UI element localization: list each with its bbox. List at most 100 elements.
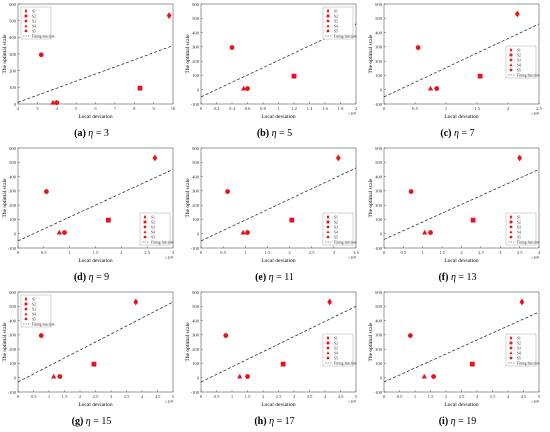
- legend-label: S3: [517, 346, 521, 350]
- y-tick-label: -100: [191, 246, 200, 251]
- x-tick-label: 2: [262, 394, 265, 399]
- caption-letter: (i): [438, 416, 449, 427]
- chart-panel: -100 0 100 200 300 400 500 600 0 0.5 1 1.5 2 2.5 3 3.5 4…: [366, 288, 549, 432]
- chart-panel: -100 0 100 200 300 400 500 600 0 0.2 0.4 0.6 0.8 1 1.2…: [183, 0, 366, 144]
- legend-label: Fitting function: [334, 240, 357, 244]
- x-tick-label: 1: [231, 394, 234, 399]
- legend-label: Fitting function: [334, 361, 357, 365]
- x-tick-label: 1: [414, 394, 417, 399]
- data-point-s3: [408, 189, 414, 194]
- legend-marker: [509, 336, 513, 340]
- y-tick-label: 400: [9, 318, 17, 323]
- legend-marker: [509, 53, 513, 57]
- legend-label: S1: [517, 336, 521, 340]
- y-tick-label: -100: [191, 102, 200, 107]
- data-point-s3: [229, 45, 235, 50]
- caption-eta-value: = 5: [276, 128, 293, 139]
- x-tick-label: 0.6: [245, 106, 251, 111]
- y-tick-label: 400: [9, 174, 17, 179]
- x-tick-label: 2.5: [144, 250, 150, 255]
- caption-eta-symbol: η: [88, 272, 94, 283]
- x-tick-label: 3.5: [517, 250, 523, 255]
- legend-label: S5: [334, 235, 338, 239]
- x-tick-label: 0: [200, 250, 203, 255]
- x-tick-label: 0: [383, 394, 386, 399]
- legend-label: S2: [517, 341, 521, 345]
- caption-eta-value: = 9: [93, 272, 110, 283]
- legend-marker: [24, 317, 28, 321]
- legend-label: S1: [334, 9, 338, 13]
- data-point-s3: [415, 45, 421, 50]
- legend-marker: [326, 225, 330, 229]
- legend-marker: [143, 230, 147, 234]
- y-tick-label: 600: [192, 2, 200, 7]
- legend-label: S3: [334, 19, 338, 23]
- legend-marker: [509, 235, 513, 239]
- x-tick-label: 1.2: [291, 106, 297, 111]
- caption-letter: (g): [71, 416, 84, 427]
- legend-label: S1: [517, 215, 521, 219]
- legend-marker: [326, 29, 330, 33]
- x-multiplier: ×10⁴: [348, 399, 357, 404]
- y-tick-label: 200: [192, 59, 200, 64]
- x-tick-label: 1.5: [62, 394, 68, 399]
- x-tick-label: 0: [17, 394, 20, 399]
- legend-label: S5: [517, 235, 521, 239]
- data-point-s3: [38, 333, 44, 338]
- legend-marker: [24, 19, 28, 23]
- x-tick-label: 3.5: [124, 394, 130, 399]
- x-tick-label: 2.5: [276, 394, 282, 399]
- data-point-s2: [291, 73, 297, 79]
- y-tick-label: 600: [9, 146, 17, 151]
- fitting-line: [201, 305, 356, 383]
- legend-label: S3: [32, 19, 36, 23]
- legend-label: S4: [517, 351, 521, 355]
- data-point-s5: [57, 374, 63, 379]
- x-tick-label: 1.5: [439, 250, 445, 255]
- legend-marker: [509, 230, 513, 234]
- caption-letter: (c): [440, 128, 452, 139]
- y-tick-label: 200: [375, 59, 383, 64]
- x-tick-label: 2: [17, 106, 20, 111]
- y-tick-label: -100: [374, 246, 383, 251]
- legend-marker: [326, 351, 330, 355]
- data-point-s5: [434, 86, 440, 91]
- x-tick-label: 3: [293, 394, 296, 399]
- y-tick-label: 600: [9, 2, 17, 7]
- x-tick-label: 0: [200, 394, 203, 399]
- x-tick-label: 3: [172, 250, 175, 255]
- x-tick-label: 3.5: [490, 394, 496, 399]
- legend-marker: [509, 68, 513, 72]
- legend-label: S1: [151, 215, 155, 219]
- y-tick-label: 0: [380, 376, 383, 381]
- x-tick-label: 4.5: [155, 394, 161, 399]
- data-point-s1: [519, 298, 525, 306]
- legend-label: S4: [517, 230, 521, 234]
- y-tick-label: 600: [375, 146, 383, 151]
- data-point-s3: [38, 52, 44, 58]
- legend-marker: [326, 24, 330, 28]
- y-tick-label: 500: [375, 16, 383, 21]
- y-tick-label: 100: [9, 361, 17, 366]
- y-tick-label: 100: [192, 217, 200, 222]
- legend-marker: [24, 9, 28, 13]
- y-tick-label: 500: [9, 160, 17, 165]
- x-tick-label: 4: [56, 106, 59, 111]
- y-tick-label: 400: [192, 318, 200, 323]
- y-tick-label: 100: [192, 361, 200, 366]
- legend-marker: [326, 19, 330, 23]
- x-axis-label: Local deviation: [444, 258, 479, 264]
- y-tick-label: 0: [14, 232, 17, 237]
- caption-eta-symbol: η: [271, 128, 277, 139]
- x-tick-label: 10: [171, 106, 176, 111]
- y-tick-label: 500: [9, 304, 17, 309]
- x-tick-label: 2: [288, 250, 291, 255]
- x-tick-label: 3: [110, 394, 113, 399]
- x-tick-label: 3.5: [353, 250, 359, 255]
- data-point-s5: [245, 374, 250, 379]
- legend-label: S1: [334, 215, 338, 219]
